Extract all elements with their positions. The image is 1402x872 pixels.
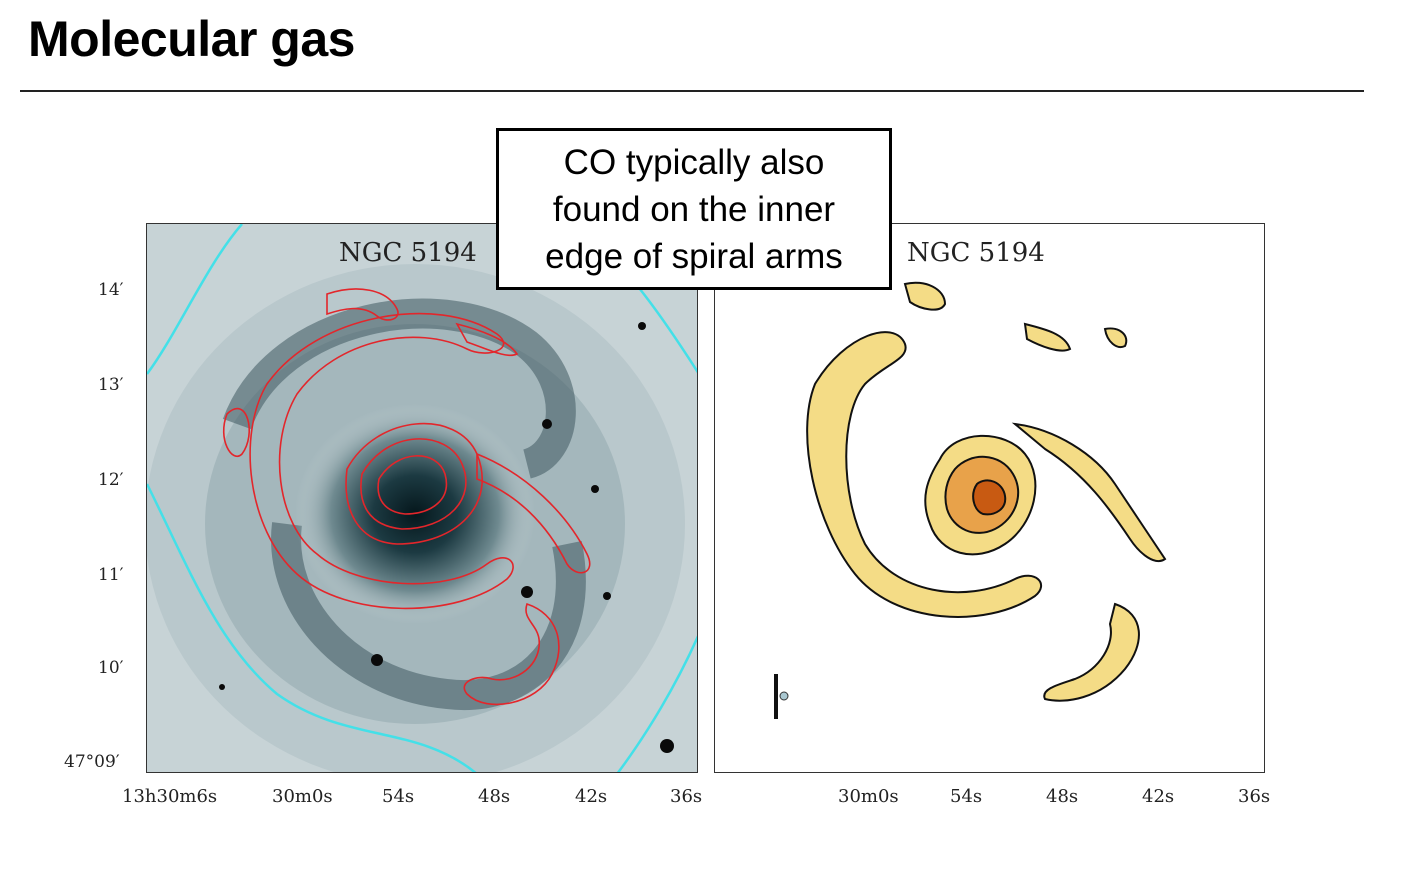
- x-tick-label: 36s: [1238, 786, 1271, 807]
- callout-text: CO typically also found on the inner edg…: [545, 139, 843, 280]
- x-tick-label: 54s: [382, 786, 415, 807]
- callout-line: found on the inner: [552, 189, 836, 229]
- right-panel-label: NGC 5194: [907, 238, 1045, 268]
- x-tick-label: 48s: [1046, 786, 1079, 807]
- x-tick-label: 30m0s: [838, 786, 899, 807]
- callout-line: edge of spiral arms: [545, 236, 843, 276]
- co-intensity-map: [774, 281, 1167, 719]
- y-tick-label: 12′: [98, 470, 124, 490]
- x-tick-label: 36s: [670, 786, 703, 807]
- title-divider: [20, 90, 1364, 92]
- y-tick-label: 47°09′: [64, 752, 120, 772]
- y-tick-label: 13′: [98, 375, 124, 395]
- co-contours: [222, 288, 591, 706]
- x-tick-label: 30m0s: [272, 786, 333, 807]
- y-tick-label: 14′: [98, 280, 124, 300]
- optical-galaxy-image: [147, 224, 697, 772]
- x-tick-label: 54s: [950, 786, 983, 807]
- x-tick-label: 13h30m6s: [122, 786, 218, 807]
- x-tick-label: 42s: [1142, 786, 1175, 807]
- co-map-panel: NGC 5194: [714, 223, 1265, 773]
- x-tick-label: 48s: [478, 786, 511, 807]
- callout-line: CO typically also: [563, 142, 825, 182]
- y-tick-label: 11′: [98, 565, 124, 585]
- optical-image-panel: NGC 5194: [146, 223, 698, 773]
- left-panel-label: NGC 5194: [339, 238, 477, 268]
- slide-title: Molecular gas: [28, 11, 355, 67]
- annotation-callout: CO typically also found on the inner edg…: [496, 128, 892, 290]
- y-tick-label: 10′: [98, 658, 124, 678]
- x-tick-label: 42s: [575, 786, 608, 807]
